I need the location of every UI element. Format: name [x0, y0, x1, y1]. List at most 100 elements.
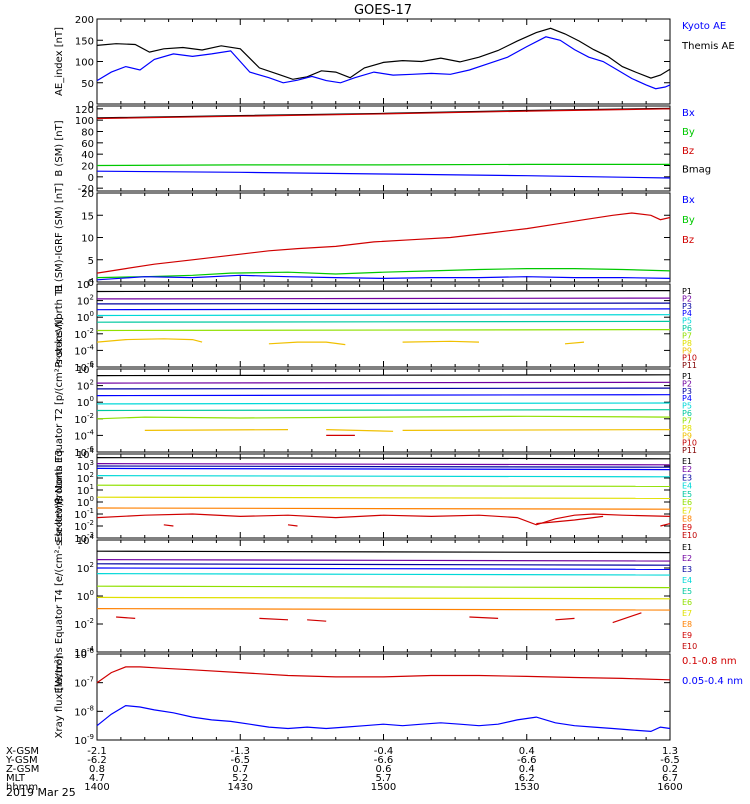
series-line — [96, 559, 671, 562]
series-line — [96, 666, 671, 684]
legend-entry: E7 — [682, 609, 692, 618]
legend-entry: E6 — [682, 598, 692, 607]
series-line — [96, 308, 671, 311]
x-tick-label: 6.7 — [662, 773, 678, 784]
x-tick-label: 1430 — [228, 782, 253, 793]
y-tick-label: 200 — [75, 15, 94, 26]
legend-entry: P11 — [682, 361, 697, 370]
x-axis-row-label: Z-GSM — [6, 764, 39, 775]
legend-entry: E4 — [682, 576, 692, 585]
y-tick-label: 5 — [88, 256, 94, 267]
series-line — [96, 463, 671, 466]
y-tick-label: 50 — [81, 79, 94, 90]
x-tick-label: 1500 — [371, 782, 396, 793]
series-line — [163, 524, 174, 527]
legend-entry: Bz — [682, 146, 694, 157]
series-line — [96, 475, 671, 478]
y-tick-label: 10-2 — [74, 519, 94, 533]
series-line — [96, 484, 671, 487]
legend-entry: E2 — [682, 554, 692, 563]
legend-entry: P5 — [682, 402, 692, 411]
series-line — [96, 596, 671, 600]
legend-entry: E2 — [682, 465, 692, 474]
legend-entry: By — [682, 215, 695, 226]
y-tick-label: 0 — [88, 278, 94, 289]
y-tick-label: 0 — [88, 173, 94, 184]
series-line — [96, 507, 671, 510]
series-line — [96, 387, 671, 390]
legend-entry: E8 — [682, 620, 692, 629]
y-tick-label: 104 — [77, 447, 95, 461]
series-line — [287, 524, 298, 527]
series-line — [555, 617, 575, 621]
y-tick-label: 102 — [77, 294, 94, 308]
x-axis-row-label: hhmm — [6, 782, 38, 793]
panel-3: 0 5 10 15 20 B (SM)-IGRF (SM) [nT] Bx By Bz — [54, 183, 695, 292]
x-tick-label: -6.6 — [374, 755, 394, 766]
series-line — [96, 550, 671, 554]
legend-entry: E3 — [682, 473, 692, 482]
series-line — [96, 290, 671, 293]
series-line — [96, 563, 671, 566]
panel-frame — [96, 18, 671, 105]
series-line — [326, 429, 394, 432]
series-line — [268, 341, 346, 346]
legend-entry: E9 — [682, 631, 692, 640]
series-line — [96, 496, 671, 499]
legend-entry: P7 — [682, 416, 692, 425]
series-line — [96, 297, 671, 300]
y-tick-label: 102 — [77, 471, 94, 485]
y-tick-label: 10-8 — [74, 704, 94, 718]
y-tick-label: 104 — [77, 277, 95, 291]
legend-entry: E10 — [682, 531, 697, 540]
series-line — [96, 212, 671, 274]
y-tick-label: 100 — [75, 116, 94, 127]
legend-entry: P10 — [682, 354, 697, 363]
x-tick-label: 0.8 — [89, 764, 105, 775]
legend-entry: Bmag — [682, 165, 711, 176]
legend-entry: E4 — [682, 482, 692, 491]
y-axis-label: Electrons Equator T4 [e/(cm²-s-sr-keV)] — [54, 498, 65, 693]
legend-entry: Bx — [682, 195, 695, 206]
series-line — [96, 402, 671, 405]
x-tick-label: 1.3 — [662, 746, 678, 757]
legend-entry: P3 — [682, 387, 692, 396]
legend-entry: P8 — [682, 339, 692, 348]
legend-entry: P7 — [682, 331, 692, 340]
series-line — [96, 329, 671, 332]
y-tick-label: 102 — [77, 561, 94, 575]
series-line — [402, 340, 480, 343]
legend-entry: E7 — [682, 506, 692, 515]
y-tick-label: 100 — [77, 310, 94, 324]
y-tick-label: 150 — [75, 36, 94, 47]
y-tick-label: 103 — [77, 459, 94, 473]
series-line — [96, 108, 671, 120]
y-tick-label: 10-2 — [74, 327, 94, 341]
y-tick-label: 15 — [81, 211, 94, 222]
series-line — [96, 268, 671, 279]
series-line — [259, 617, 289, 621]
y-tick-label: 10-6 — [74, 445, 94, 459]
legend-entry: By — [682, 127, 695, 138]
legend-entry: Kyoto AE — [682, 21, 726, 32]
y-tick-label: 0 — [88, 100, 94, 111]
series-line — [96, 465, 671, 468]
y-tick-label: 10-3 — [74, 531, 94, 545]
y-tick-label: 10-9 — [74, 733, 94, 747]
x-tick-label: -0.4 — [374, 746, 394, 757]
y-tick-label: 20 — [81, 189, 94, 200]
y-axis-label: Xray flux [W/m²] — [54, 656, 65, 739]
x-tick-label: 0.2 — [662, 764, 678, 775]
legend-entry: E5 — [682, 490, 692, 499]
series-line — [402, 429, 671, 431]
x-axis-row-label: X-GSM — [6, 746, 39, 757]
legend-entry: P9 — [682, 346, 692, 355]
series-line — [612, 612, 642, 624]
legend-entry: E8 — [682, 515, 692, 524]
